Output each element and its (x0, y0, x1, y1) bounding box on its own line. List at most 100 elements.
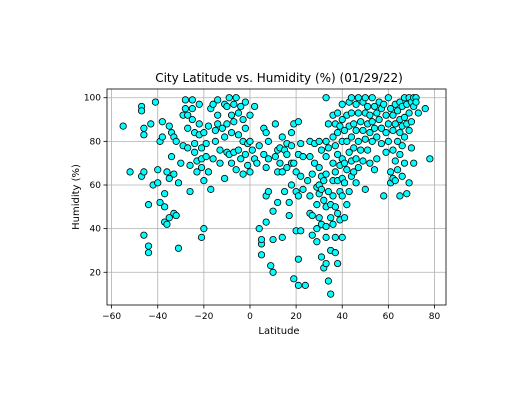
data-point (380, 192, 388, 200)
data-point (347, 133, 356, 141)
data-point (144, 249, 153, 257)
data-point (366, 111, 374, 119)
data-point (377, 124, 386, 132)
data-point (172, 211, 180, 220)
data-point (216, 146, 224, 154)
data-point (181, 96, 190, 104)
data-point (375, 115, 383, 124)
data-point (331, 233, 339, 241)
data-point (350, 120, 358, 128)
x-tick-label: −40 (148, 312, 167, 322)
data-point (400, 159, 409, 167)
data-point (329, 192, 337, 200)
data-point (246, 168, 254, 176)
data-point (373, 133, 381, 141)
data-point (184, 144, 192, 152)
data-point (144, 201, 153, 209)
data-point (359, 157, 367, 165)
data-point (315, 137, 323, 145)
data-point (186, 161, 194, 169)
data-point (396, 129, 404, 137)
data-point (237, 102, 245, 111)
data-point (294, 255, 303, 263)
data-point (361, 135, 369, 143)
data-point (227, 159, 236, 167)
data-point (368, 137, 376, 145)
data-point (188, 96, 196, 104)
data-point (308, 211, 316, 220)
data-point (158, 118, 166, 126)
data-point (345, 148, 353, 156)
data-point (204, 168, 213, 176)
data-point (315, 163, 323, 172)
data-point (287, 181, 296, 189)
x-tick-label: 0 (247, 312, 253, 322)
x-tick-label: −20 (194, 312, 213, 322)
data-point (232, 94, 240, 102)
data-point (327, 290, 335, 298)
data-point (255, 225, 263, 233)
data-point (400, 133, 409, 141)
data-point (396, 192, 404, 200)
data-point (241, 124, 249, 132)
data-point (352, 126, 360, 135)
data-point (350, 168, 358, 176)
data-point (299, 185, 307, 193)
data-point (407, 118, 416, 126)
data-point (340, 179, 349, 187)
data-point (184, 111, 192, 119)
data-point (313, 201, 321, 209)
data-point (151, 98, 160, 106)
y-tick-label: 20 (90, 268, 102, 278)
x-axis: −60 −40 −20 0 20 40 60 80 (102, 305, 440, 322)
data-point (260, 150, 268, 159)
data-point (280, 187, 289, 196)
data-point (301, 281, 309, 289)
data-point (398, 142, 406, 150)
data-point (154, 179, 162, 187)
data-point (389, 126, 397, 135)
data-point (334, 150, 342, 159)
data-point (352, 100, 360, 108)
data-point (207, 185, 215, 193)
data-points (119, 94, 434, 298)
data-point (202, 153, 210, 161)
data-point (163, 168, 171, 176)
y-tick-label: 40 (90, 225, 102, 235)
data-point (297, 227, 305, 235)
data-point (264, 187, 273, 196)
data-point (387, 168, 395, 176)
data-point (322, 137, 330, 145)
data-point (345, 187, 353, 196)
data-point (140, 231, 148, 239)
data-point (269, 235, 277, 244)
data-point (223, 120, 231, 128)
data-point (214, 96, 222, 104)
data-point (197, 144, 206, 152)
data-point (334, 259, 342, 268)
data-point (241, 150, 249, 159)
data-point (163, 220, 171, 228)
data-point (264, 155, 273, 163)
data-point (382, 148, 390, 156)
data-point (234, 109, 243, 117)
data-point (237, 155, 245, 163)
data-point (239, 170, 247, 178)
data-point (370, 124, 379, 132)
data-point (317, 185, 326, 193)
data-point (200, 129, 208, 137)
data-point (384, 137, 392, 145)
data-point (271, 153, 279, 161)
data-point (398, 172, 406, 180)
data-point (426, 155, 434, 163)
data-point (347, 109, 356, 117)
data-point (361, 185, 369, 193)
data-point (246, 111, 254, 119)
data-point (363, 102, 372, 111)
data-point (202, 139, 210, 148)
data-point (324, 144, 332, 152)
data-point (193, 168, 201, 176)
data-point (322, 170, 330, 178)
data-point (421, 105, 429, 113)
data-point (230, 118, 238, 126)
